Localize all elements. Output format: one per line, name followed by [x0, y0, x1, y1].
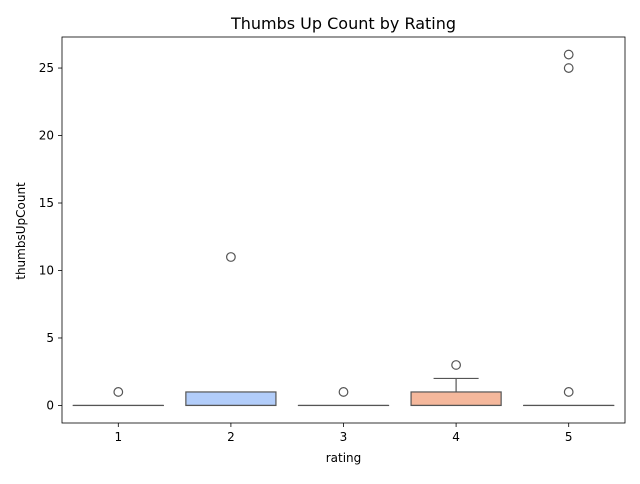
outlier-point — [227, 253, 236, 262]
outlier-point — [564, 388, 573, 397]
outlier-point — [114, 388, 123, 397]
box-body — [411, 392, 501, 405]
y-axis-label: thumbsUpCount — [14, 182, 28, 280]
outlier-point — [564, 50, 573, 59]
y-tick-label: 10 — [39, 263, 54, 277]
outlier-point — [452, 361, 461, 370]
plot-frame — [62, 37, 625, 423]
plot-area: 0 5 10 15 20 25 1 2 3 4 5 — [39, 37, 625, 444]
y-tick-label: 20 — [39, 129, 54, 143]
box-body — [186, 392, 276, 405]
y-tick-label: 5 — [46, 331, 54, 345]
x-axis-label: rating — [326, 451, 362, 465]
y-tick-label: 0 — [46, 398, 54, 412]
x-tick-label: 5 — [565, 430, 573, 444]
outlier-point — [339, 388, 348, 397]
x-tick-label: 4 — [452, 430, 460, 444]
x-tick-label: 3 — [340, 430, 348, 444]
y-tick-label: 15 — [39, 196, 54, 210]
x-tick-label: 2 — [227, 430, 235, 444]
y-tick-label: 25 — [39, 61, 54, 75]
outlier-point — [564, 64, 573, 73]
chart-title: Thumbs Up Count by Rating — [230, 14, 456, 33]
x-tick-label: 1 — [114, 430, 122, 444]
